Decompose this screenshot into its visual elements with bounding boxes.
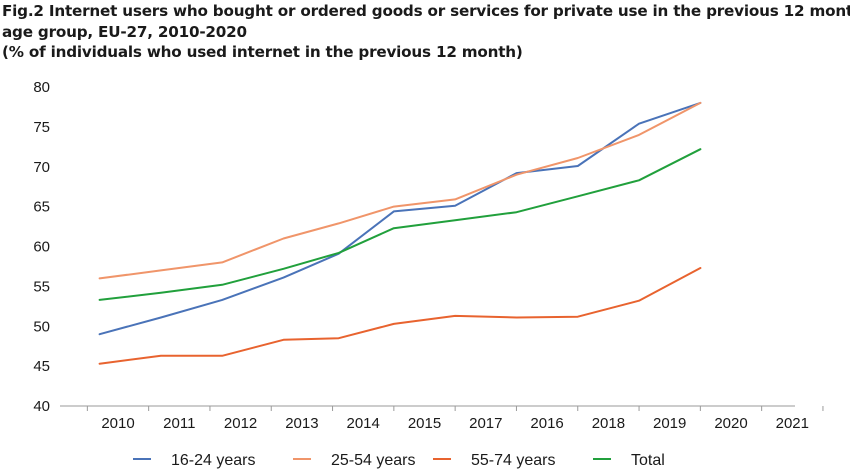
x-tick-label-2: 2012 — [224, 415, 257, 432]
series-line-16-24-years — [98, 101, 702, 336]
y-tick-label-50: 50 — [33, 318, 50, 335]
legend-label-55-74-years: 55-74 years — [471, 452, 556, 469]
x-tick-label-1: 2011 — [163, 415, 195, 432]
y-tick-label-45: 45 — [33, 358, 50, 375]
series-line-55-74-years — [98, 267, 702, 365]
y-tick-label-40: 40 — [33, 398, 50, 415]
x-tick-label-10: 2020 — [714, 415, 747, 432]
y-tick-label-55: 55 — [33, 278, 50, 295]
x-tick-label-0: 2010 — [101, 415, 134, 432]
y-tick-label-65: 65 — [33, 199, 50, 216]
legend-label-total: Total — [631, 452, 665, 469]
chart-title-line-2: age group, EU-27, 2010-2020 — [2, 22, 247, 41]
series-lines — [98, 101, 702, 365]
x-tick-label-9: 2019 — [653, 415, 686, 432]
series-line-25-54-years — [98, 101, 702, 280]
x-tick-label-7: 2016 — [530, 415, 563, 432]
legend: 16-24 years 25-54 years 55-74 years Total — [133, 452, 665, 469]
series-line-total — [98, 148, 702, 301]
y-tick-label-60: 60 — [33, 239, 50, 256]
chart-title: Fig.2 Internet users who bought or order… — [2, 1, 850, 63]
x-tick-label-8: 2018 — [592, 415, 625, 432]
x-tick-label-4: 2014 — [347, 415, 380, 432]
y-tick-label-75: 75 — [33, 119, 50, 136]
x-tick-label-11: 2021 — [776, 415, 809, 432]
legend-label-16-24-years: 16-24 years — [171, 452, 256, 469]
chart-title-line-1: Fig.2 Internet users who bought or order… — [2, 2, 850, 20]
y-axis-ticks: 40 45 50 55 60 65 70 75 80 — [33, 79, 50, 415]
x-tick-label-5: 2015 — [408, 415, 441, 432]
legend-label-25-54-years: 25-54 years — [331, 452, 416, 469]
chart-title-line-3: (% of individuals who used internet in t… — [2, 43, 523, 61]
x-axis-ticks: 2010 2011 2012 2013 2014 2015 2017 2016 2018 2019… — [86, 406, 824, 432]
x-tick-label-6: 2017 — [469, 415, 502, 432]
x-tick-label-3: 2013 — [285, 415, 318, 432]
y-tick-label-80: 80 — [33, 79, 50, 96]
y-tick-label-70: 70 — [33, 159, 50, 176]
